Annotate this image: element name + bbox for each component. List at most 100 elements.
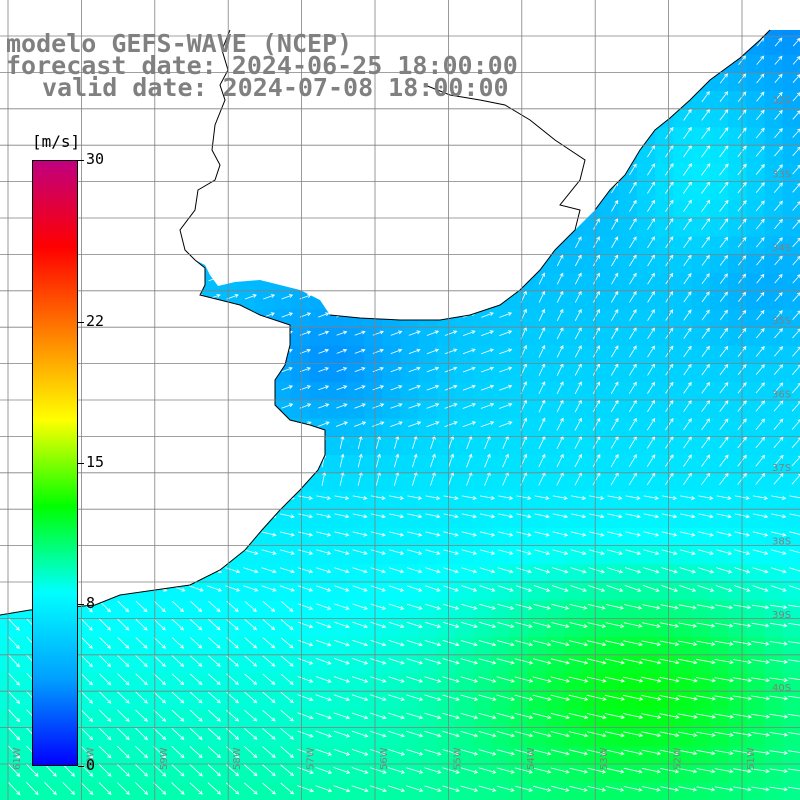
- wind-arrow: [568, 658, 589, 665]
- wind-arrow: [607, 513, 623, 519]
- field-cell: [691, 418, 711, 438]
- field-cell: [127, 637, 147, 656]
- wind-arrow: [461, 567, 478, 574]
- wind-arrow: [683, 345, 692, 358]
- wind-arrow: [496, 749, 515, 756]
- wind-arrow: [629, 363, 637, 376]
- field-cell: [418, 327, 438, 347]
- field-cell: [491, 600, 511, 620]
- field-cell: [564, 546, 583, 565]
- wind-arrow: [279, 567, 295, 574]
- field-cell: [491, 764, 511, 784]
- wind-arrow: [714, 768, 734, 774]
- wind-arrow: [514, 712, 534, 720]
- wind-arrow: [665, 254, 674, 267]
- field-cell: [127, 764, 147, 784]
- wind-arrow: [629, 163, 637, 176]
- wind-arrow: [696, 731, 716, 737]
- wind-arrow: [773, 436, 784, 449]
- wind-arrow: [755, 127, 765, 139]
- wind-arrow: [351, 694, 369, 701]
- wind-arrow: [678, 768, 698, 774]
- field-cell: [400, 418, 420, 438]
- wind-arrow: [497, 549, 514, 555]
- field-cell: [637, 673, 656, 693]
- field-cell: [600, 509, 620, 529]
- field-cell: [254, 782, 274, 800]
- wind-arrow: [412, 453, 418, 468]
- wind-arrow: [116, 764, 130, 777]
- field-cell: [491, 546, 511, 565]
- field-cell: [782, 345, 800, 365]
- wind-arrow: [135, 691, 148, 704]
- lon-label: 54W: [526, 747, 537, 770]
- field-cell: [582, 345, 602, 365]
- wind-arrow: [661, 531, 678, 537]
- field-cell: [600, 364, 620, 383]
- wind-arrow: [297, 766, 314, 774]
- wind-arrow: [574, 453, 582, 468]
- wind-arrow: [244, 655, 258, 667]
- wind-arrow: [556, 381, 564, 395]
- wind-arrow: [773, 182, 784, 193]
- wind-arrow: [605, 658, 625, 665]
- field-cell: [345, 491, 365, 511]
- field-cell: [564, 618, 583, 638]
- wind-arrow: [605, 786, 625, 792]
- wind-arrow: [153, 673, 167, 686]
- wind-arrow: [641, 658, 662, 665]
- field-cell: [200, 655, 219, 674]
- wind-arrow: [769, 713, 789, 719]
- wind-arrow: [207, 746, 221, 759]
- field-cell: [400, 473, 420, 492]
- field-cell: [709, 618, 729, 638]
- wind-arrow: [532, 712, 552, 720]
- wind-arrow: [647, 163, 656, 176]
- field-cell: [782, 728, 800, 747]
- wind-arrow: [117, 600, 130, 613]
- field-cell: [582, 473, 602, 492]
- field-cell: [527, 291, 547, 310]
- wind-arrow: [683, 400, 692, 412]
- wind-arrow: [716, 495, 732, 500]
- field-cell: [309, 546, 329, 565]
- wind-arrow: [629, 181, 637, 194]
- wind-arrow: [774, 255, 783, 266]
- field-cell: [691, 509, 711, 529]
- wind-arrow: [297, 694, 314, 702]
- field-cell: [163, 709, 183, 729]
- field-cell: [382, 546, 401, 565]
- field-cell: [691, 691, 711, 711]
- field-cell: [582, 600, 602, 620]
- wind-arrow: [683, 108, 692, 121]
- wind-arrow: [714, 786, 734, 792]
- wind-arrow: [460, 712, 479, 720]
- wind-arrow: [478, 785, 497, 792]
- field-cell: [637, 400, 656, 420]
- wind-arrow: [698, 495, 714, 500]
- field-cell: [582, 382, 602, 401]
- wind-arrow: [715, 604, 734, 610]
- lon-label: 57W: [306, 747, 317, 770]
- field-cell: [418, 345, 438, 365]
- field-cell: [91, 691, 110, 711]
- wind-arrow: [642, 604, 661, 610]
- field-cell: [291, 618, 310, 638]
- wind-arrow: [751, 695, 771, 701]
- field-cell: [109, 691, 128, 711]
- field-cell: [600, 200, 620, 219]
- field-cell: [764, 746, 784, 765]
- field-cell: [436, 473, 456, 492]
- wind-arrow: [460, 694, 479, 701]
- field-cell: [473, 728, 492, 747]
- wind-arrow: [496, 694, 516, 701]
- wind-arrow: [333, 658, 350, 665]
- wind-arrow: [792, 201, 800, 211]
- field-cell: [109, 673, 128, 693]
- lat-label: 35S: [772, 316, 791, 327]
- field-cell: [564, 746, 583, 765]
- wind-arrow: [696, 622, 716, 628]
- field-cell: [655, 418, 674, 438]
- wind-arrow: [574, 417, 582, 431]
- field-cell: [655, 491, 674, 511]
